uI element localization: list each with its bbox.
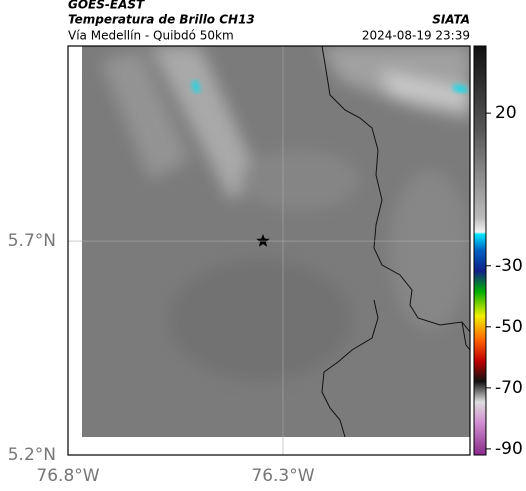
boundaries <box>321 45 471 438</box>
location-marker <box>256 234 270 247</box>
colorbar-tick-label: -50 <box>495 317 523 337</box>
region-label: Vía Medellín - Quibdó 50km <box>68 29 234 43</box>
colorbar-tick-label: -30 <box>495 256 523 276</box>
colorbar <box>473 45 487 456</box>
colorbar-tick-label: -70 <box>495 378 523 398</box>
title: GOES-EAST <box>68 0 145 12</box>
x-tick-label: 76.3°W <box>251 466 314 486</box>
colorbar-tick-label: 20 <box>495 103 517 123</box>
y-tick-label: 5.7°N <box>8 231 56 251</box>
x-tick-label: 76.8°W <box>36 466 99 486</box>
source-label: SIATA <box>432 13 470 27</box>
satellite-image <box>82 46 470 437</box>
subtitle: Temperatura de Brillo CH13 <box>68 13 255 27</box>
map-frame <box>67 45 471 456</box>
colorbar-tick-label: -90 <box>495 439 523 459</box>
timestamp: 2024-08-19 23:39 <box>362 29 470 43</box>
y-tick-label: 5.2°N <box>8 445 56 465</box>
